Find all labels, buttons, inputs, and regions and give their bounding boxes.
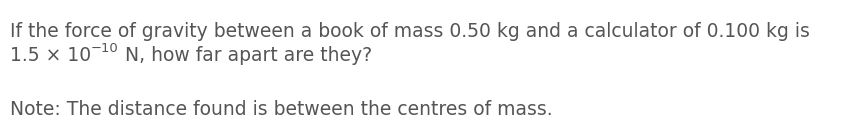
Text: 1.5 × 10: 1.5 × 10 [10,46,91,65]
Text: N, how far apart are they?: N, how far apart are they? [119,46,372,65]
Text: If the force of gravity between a book of mass 0.50 kg and a calculator of 0.100: If the force of gravity between a book o… [10,22,810,41]
Text: −10: −10 [91,42,119,55]
Text: Note: The distance found is between the centres of mass.: Note: The distance found is between the … [10,100,553,119]
